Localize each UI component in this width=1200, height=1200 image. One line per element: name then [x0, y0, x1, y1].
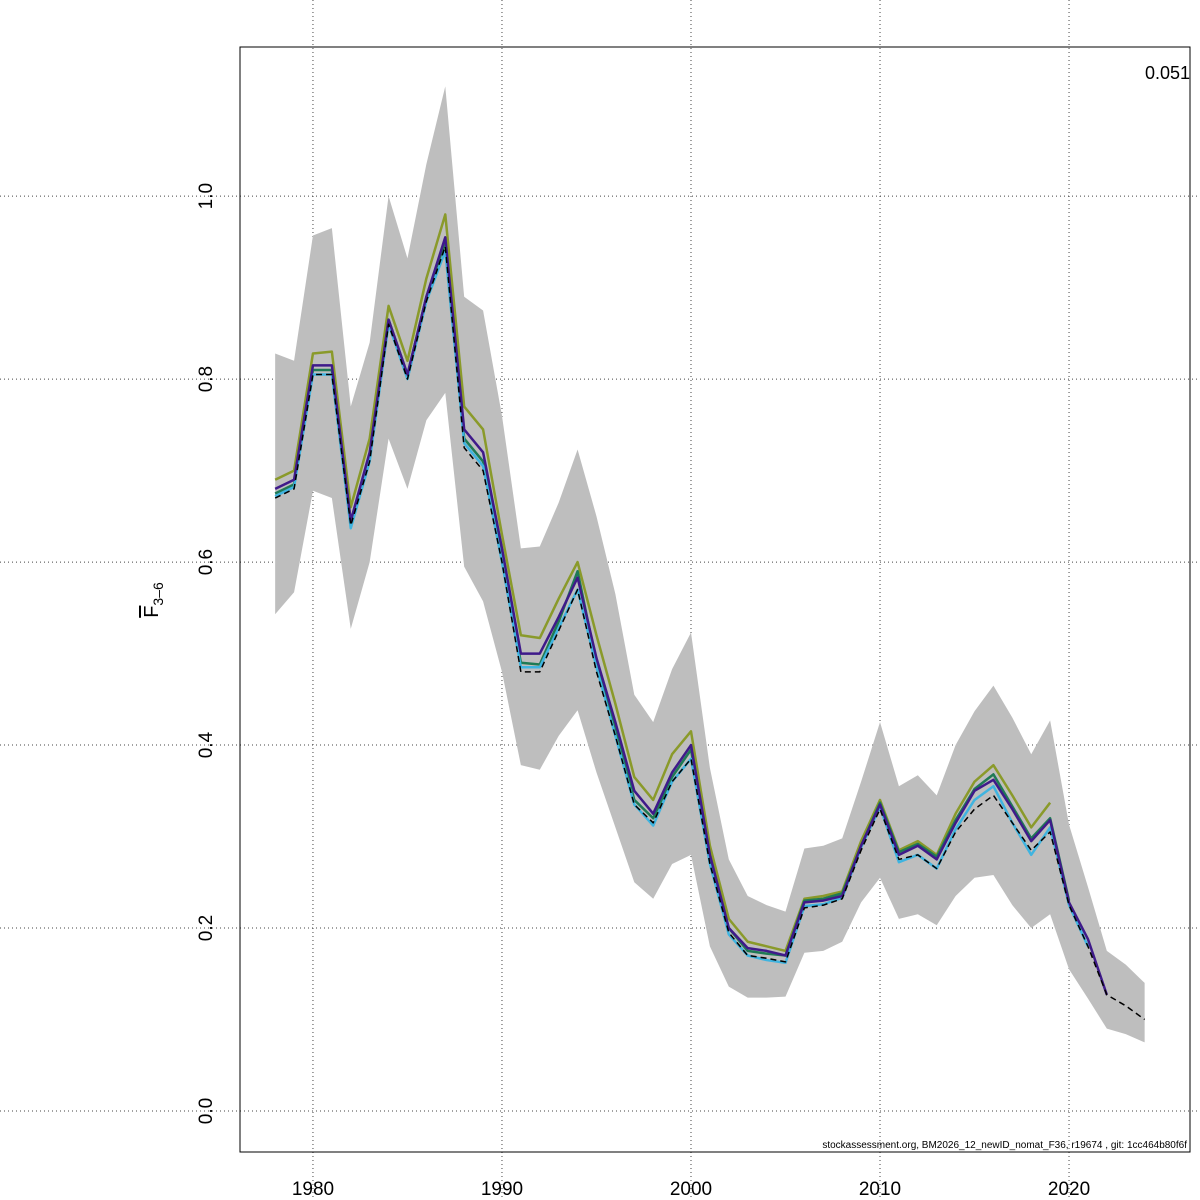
- y-label-main: F: [141, 606, 163, 618]
- series-line: [274, 245, 1146, 1021]
- plot-box: [239, 46, 1191, 1153]
- x-tick-label: 1990: [481, 1179, 523, 1200]
- annotation: 0.051: [1145, 63, 1190, 83]
- y-axis-label: F3–6: [141, 582, 166, 618]
- x-tick-label: 1980: [292, 1179, 334, 1200]
- confidence-band: [275, 86, 1145, 1043]
- y-tick-label: 0.0: [196, 1098, 217, 1124]
- y-tick-label: 0.4: [196, 731, 217, 758]
- y-tick-label: 0.8: [196, 366, 217, 392]
- labels: 0.0 0.2 0.4 0.6 0.8 1.0 1980 1990 2000 2010 2020: [196, 183, 1090, 1200]
- y-tick-label: 1.0: [196, 183, 217, 209]
- footnote: stockassessment.org, BM2026_12_newID_nom…: [822, 1140, 1187, 1151]
- series-line: [274, 236, 1109, 996]
- x-tick-label: 2020: [1048, 1179, 1090, 1200]
- y-tick-label: 0.2: [196, 915, 217, 941]
- y-label-subscript: 3–6: [150, 582, 166, 606]
- plot-area: [274, 86, 1146, 1043]
- x-tick-label: 2000: [670, 1179, 712, 1200]
- x-tick-label: 2010: [859, 1179, 901, 1200]
- y-tick-label: 0.6: [196, 549, 217, 575]
- series-line: [274, 213, 1052, 953]
